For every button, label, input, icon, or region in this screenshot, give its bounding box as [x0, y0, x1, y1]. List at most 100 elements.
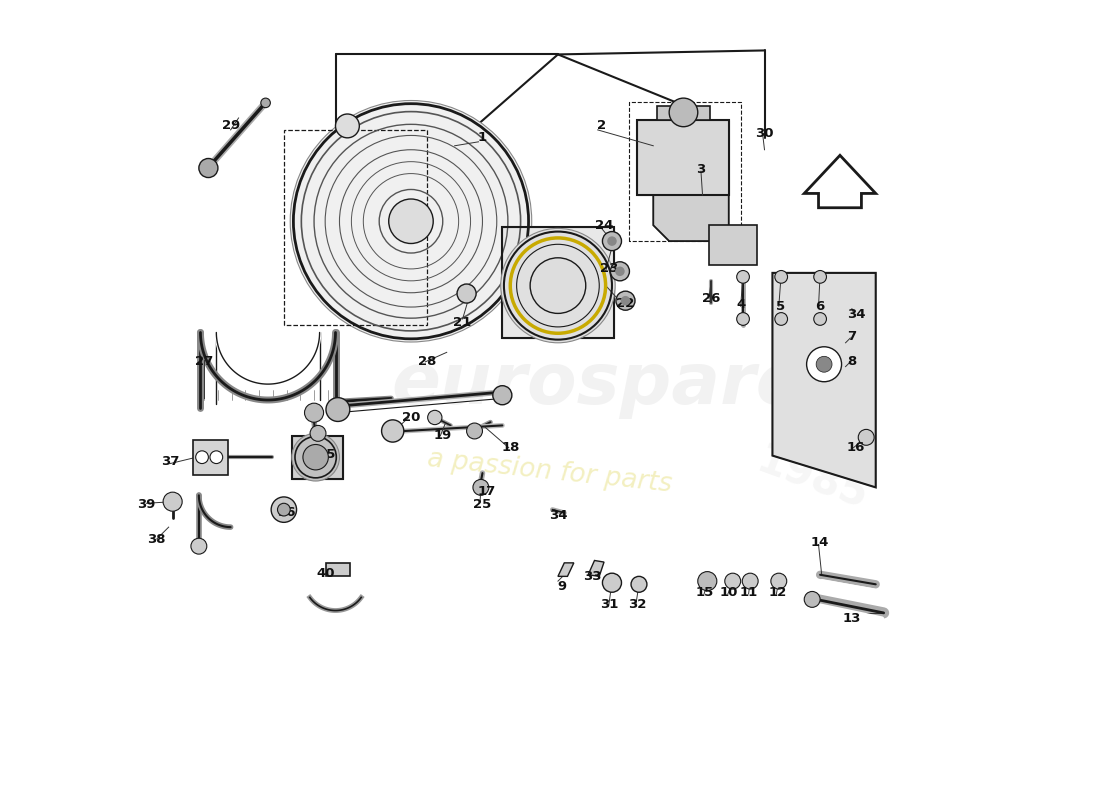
- Text: 1985: 1985: [750, 440, 873, 519]
- Text: 11: 11: [739, 586, 758, 598]
- Polygon shape: [503, 227, 614, 338]
- Text: 7: 7: [847, 330, 857, 343]
- Circle shape: [737, 313, 749, 326]
- Text: 9: 9: [558, 580, 566, 593]
- Text: 30: 30: [756, 127, 773, 140]
- Polygon shape: [708, 226, 757, 265]
- Circle shape: [199, 158, 218, 178]
- Text: 19: 19: [433, 430, 452, 442]
- Circle shape: [458, 284, 476, 303]
- Circle shape: [774, 270, 788, 283]
- Text: 13: 13: [843, 612, 861, 625]
- Text: 18: 18: [502, 441, 519, 454]
- Text: 25: 25: [473, 498, 492, 511]
- Polygon shape: [804, 155, 876, 208]
- Text: a passion for parts: a passion for parts: [427, 446, 673, 498]
- Circle shape: [804, 591, 821, 607]
- Text: 32: 32: [628, 598, 647, 611]
- Circle shape: [196, 451, 208, 463]
- Text: eurospares: eurospares: [392, 350, 848, 418]
- Circle shape: [310, 426, 326, 442]
- Text: 40: 40: [317, 566, 336, 580]
- Circle shape: [382, 420, 404, 442]
- Circle shape: [742, 573, 758, 589]
- Text: 6: 6: [815, 300, 825, 313]
- Text: 23: 23: [601, 262, 619, 275]
- Text: 36: 36: [277, 506, 296, 519]
- Circle shape: [858, 430, 874, 446]
- Text: 28: 28: [418, 355, 436, 368]
- Circle shape: [737, 270, 749, 283]
- Text: 17: 17: [477, 485, 496, 498]
- Text: 14: 14: [811, 537, 829, 550]
- Circle shape: [302, 445, 329, 470]
- Circle shape: [466, 423, 483, 439]
- Text: 10: 10: [719, 586, 738, 598]
- Circle shape: [725, 573, 740, 589]
- Circle shape: [814, 313, 826, 326]
- Circle shape: [305, 403, 323, 422]
- Circle shape: [806, 346, 842, 382]
- Circle shape: [210, 451, 222, 463]
- Circle shape: [774, 313, 788, 326]
- Text: 29: 29: [221, 119, 240, 133]
- Circle shape: [603, 231, 622, 250]
- Circle shape: [814, 270, 826, 283]
- Circle shape: [277, 503, 290, 516]
- Circle shape: [697, 571, 717, 590]
- Text: 3: 3: [696, 163, 705, 176]
- Polygon shape: [772, 273, 876, 487]
- Text: 20: 20: [402, 411, 420, 424]
- Text: 33: 33: [583, 570, 602, 583]
- Text: 2: 2: [597, 119, 606, 133]
- Polygon shape: [558, 563, 574, 576]
- Text: 15: 15: [696, 586, 714, 598]
- Text: 24: 24: [595, 218, 613, 232]
- Text: 22: 22: [616, 297, 635, 310]
- Text: 12: 12: [768, 586, 786, 598]
- Text: 27: 27: [196, 355, 213, 368]
- Text: 39: 39: [138, 498, 155, 511]
- Text: 5: 5: [776, 300, 785, 313]
- Text: 1: 1: [477, 131, 487, 144]
- Circle shape: [326, 398, 350, 422]
- Circle shape: [261, 98, 271, 108]
- Polygon shape: [653, 195, 728, 241]
- Polygon shape: [637, 120, 728, 195]
- Circle shape: [500, 228, 615, 342]
- Text: 26: 26: [702, 292, 721, 305]
- Circle shape: [620, 296, 630, 306]
- Circle shape: [163, 492, 183, 511]
- Polygon shape: [326, 563, 350, 576]
- Circle shape: [473, 479, 488, 495]
- Polygon shape: [192, 440, 229, 475]
- Text: 37: 37: [161, 455, 179, 469]
- Circle shape: [816, 356, 832, 372]
- Circle shape: [336, 114, 360, 138]
- Circle shape: [669, 98, 697, 126]
- Circle shape: [530, 258, 585, 314]
- Text: 34: 34: [549, 509, 568, 522]
- Circle shape: [631, 576, 647, 592]
- Circle shape: [493, 386, 512, 405]
- Polygon shape: [658, 106, 711, 120]
- Circle shape: [610, 262, 629, 281]
- Text: 35: 35: [317, 447, 336, 461]
- Polygon shape: [292, 436, 343, 479]
- Text: 34: 34: [847, 308, 865, 321]
- Circle shape: [271, 497, 297, 522]
- Text: 38: 38: [147, 533, 166, 546]
- Text: 4: 4: [736, 298, 746, 311]
- Circle shape: [388, 199, 433, 243]
- Text: 16: 16: [847, 441, 865, 454]
- Circle shape: [616, 291, 635, 310]
- Circle shape: [191, 538, 207, 554]
- Circle shape: [603, 573, 622, 592]
- Text: 21: 21: [453, 316, 472, 329]
- Text: 8: 8: [847, 355, 857, 368]
- Polygon shape: [588, 561, 604, 576]
- Circle shape: [771, 573, 786, 589]
- Circle shape: [292, 434, 340, 481]
- Text: 31: 31: [601, 598, 619, 611]
- Circle shape: [615, 266, 625, 276]
